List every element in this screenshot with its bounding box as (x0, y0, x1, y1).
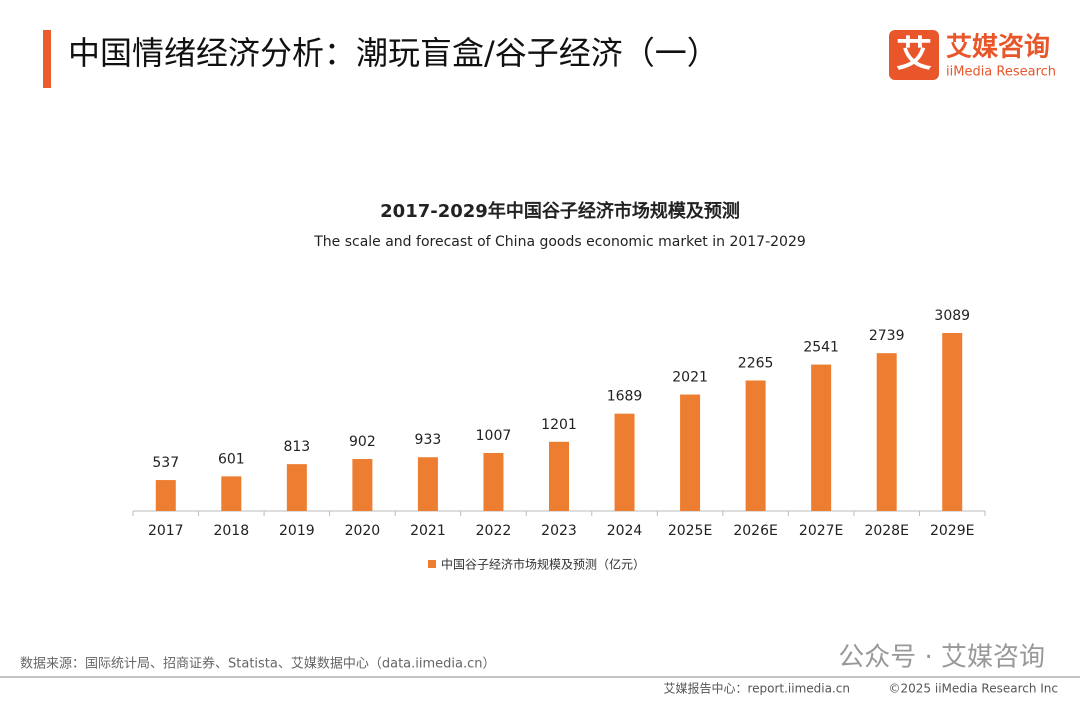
value-label: 1007 (476, 428, 512, 444)
value-label: 2021 (672, 370, 708, 386)
value-label: 933 (415, 432, 442, 448)
legend-swatch (428, 560, 436, 568)
value-label: 2265 (738, 355, 774, 371)
bar (942, 333, 963, 511)
footer-right: ©2025 iiMedia Research Inc (889, 682, 1058, 696)
bar (221, 476, 242, 511)
bar (352, 459, 373, 511)
legend-label: 中国谷子经济市场规模及预测（亿元） (441, 557, 645, 572)
x-tick-label: 2020 (345, 523, 381, 539)
value-label: 1201 (541, 417, 577, 433)
bar (483, 452, 504, 511)
x-tick-label: 2017 (148, 523, 184, 539)
logo-icon-bg (889, 30, 939, 80)
value-label: 1689 (607, 389, 643, 405)
bar (680, 394, 701, 511)
x-tick-label: 2026E (733, 523, 777, 539)
page-title: 中国情绪经济分析：潮玩盲盒/谷子经济（一） (68, 34, 719, 72)
logo-name: 艾媒咨询 (946, 32, 1050, 63)
watermark: 公众号 · 艾媒咨询 (838, 643, 1045, 673)
x-tick-label: 2022 (476, 523, 512, 539)
footer-left: 艾媒报告中心：report.iimedia.cn (663, 681, 850, 696)
value-label: 3089 (934, 308, 970, 324)
x-tick-label: 2028E (864, 523, 908, 539)
value-label: 2541 (803, 340, 839, 356)
chart-title: 2017-2029年中国谷子经济市场规模及预测 (380, 200, 740, 222)
bar (417, 457, 438, 511)
x-tick-label: 2023 (541, 523, 577, 539)
source: 数据来源：国际统计局、招商证券、Statista、艾媒数据中心（data.iim… (20, 656, 496, 672)
bar (286, 464, 307, 511)
x-tick-label: 2021 (410, 523, 446, 539)
x-tick-label: 2024 (607, 523, 643, 539)
value-label: 601 (218, 451, 245, 467)
bar (876, 353, 897, 511)
x-tick-label: 2029E (930, 523, 974, 539)
bar (155, 480, 176, 511)
x-tick-label: 2018 (213, 523, 249, 539)
bar (549, 441, 569, 511)
x-tick-label: 2027E (799, 523, 843, 539)
logo-icon: 艾 (896, 34, 932, 75)
bar (745, 380, 766, 511)
bar (614, 413, 635, 511)
x-tick-label: 2019 (279, 523, 315, 539)
value-label: 813 (283, 439, 310, 455)
value-label: 2739 (869, 328, 905, 344)
value-label: 537 (152, 455, 179, 471)
x-tick-label: 2025E (668, 523, 712, 539)
logo-sub: iiMedia Research (946, 65, 1056, 80)
bar (811, 364, 832, 511)
chart-subtitle: The scale and forecast of China goods ec… (313, 234, 806, 250)
title-accent (43, 30, 51, 88)
value-label: 902 (349, 434, 376, 450)
